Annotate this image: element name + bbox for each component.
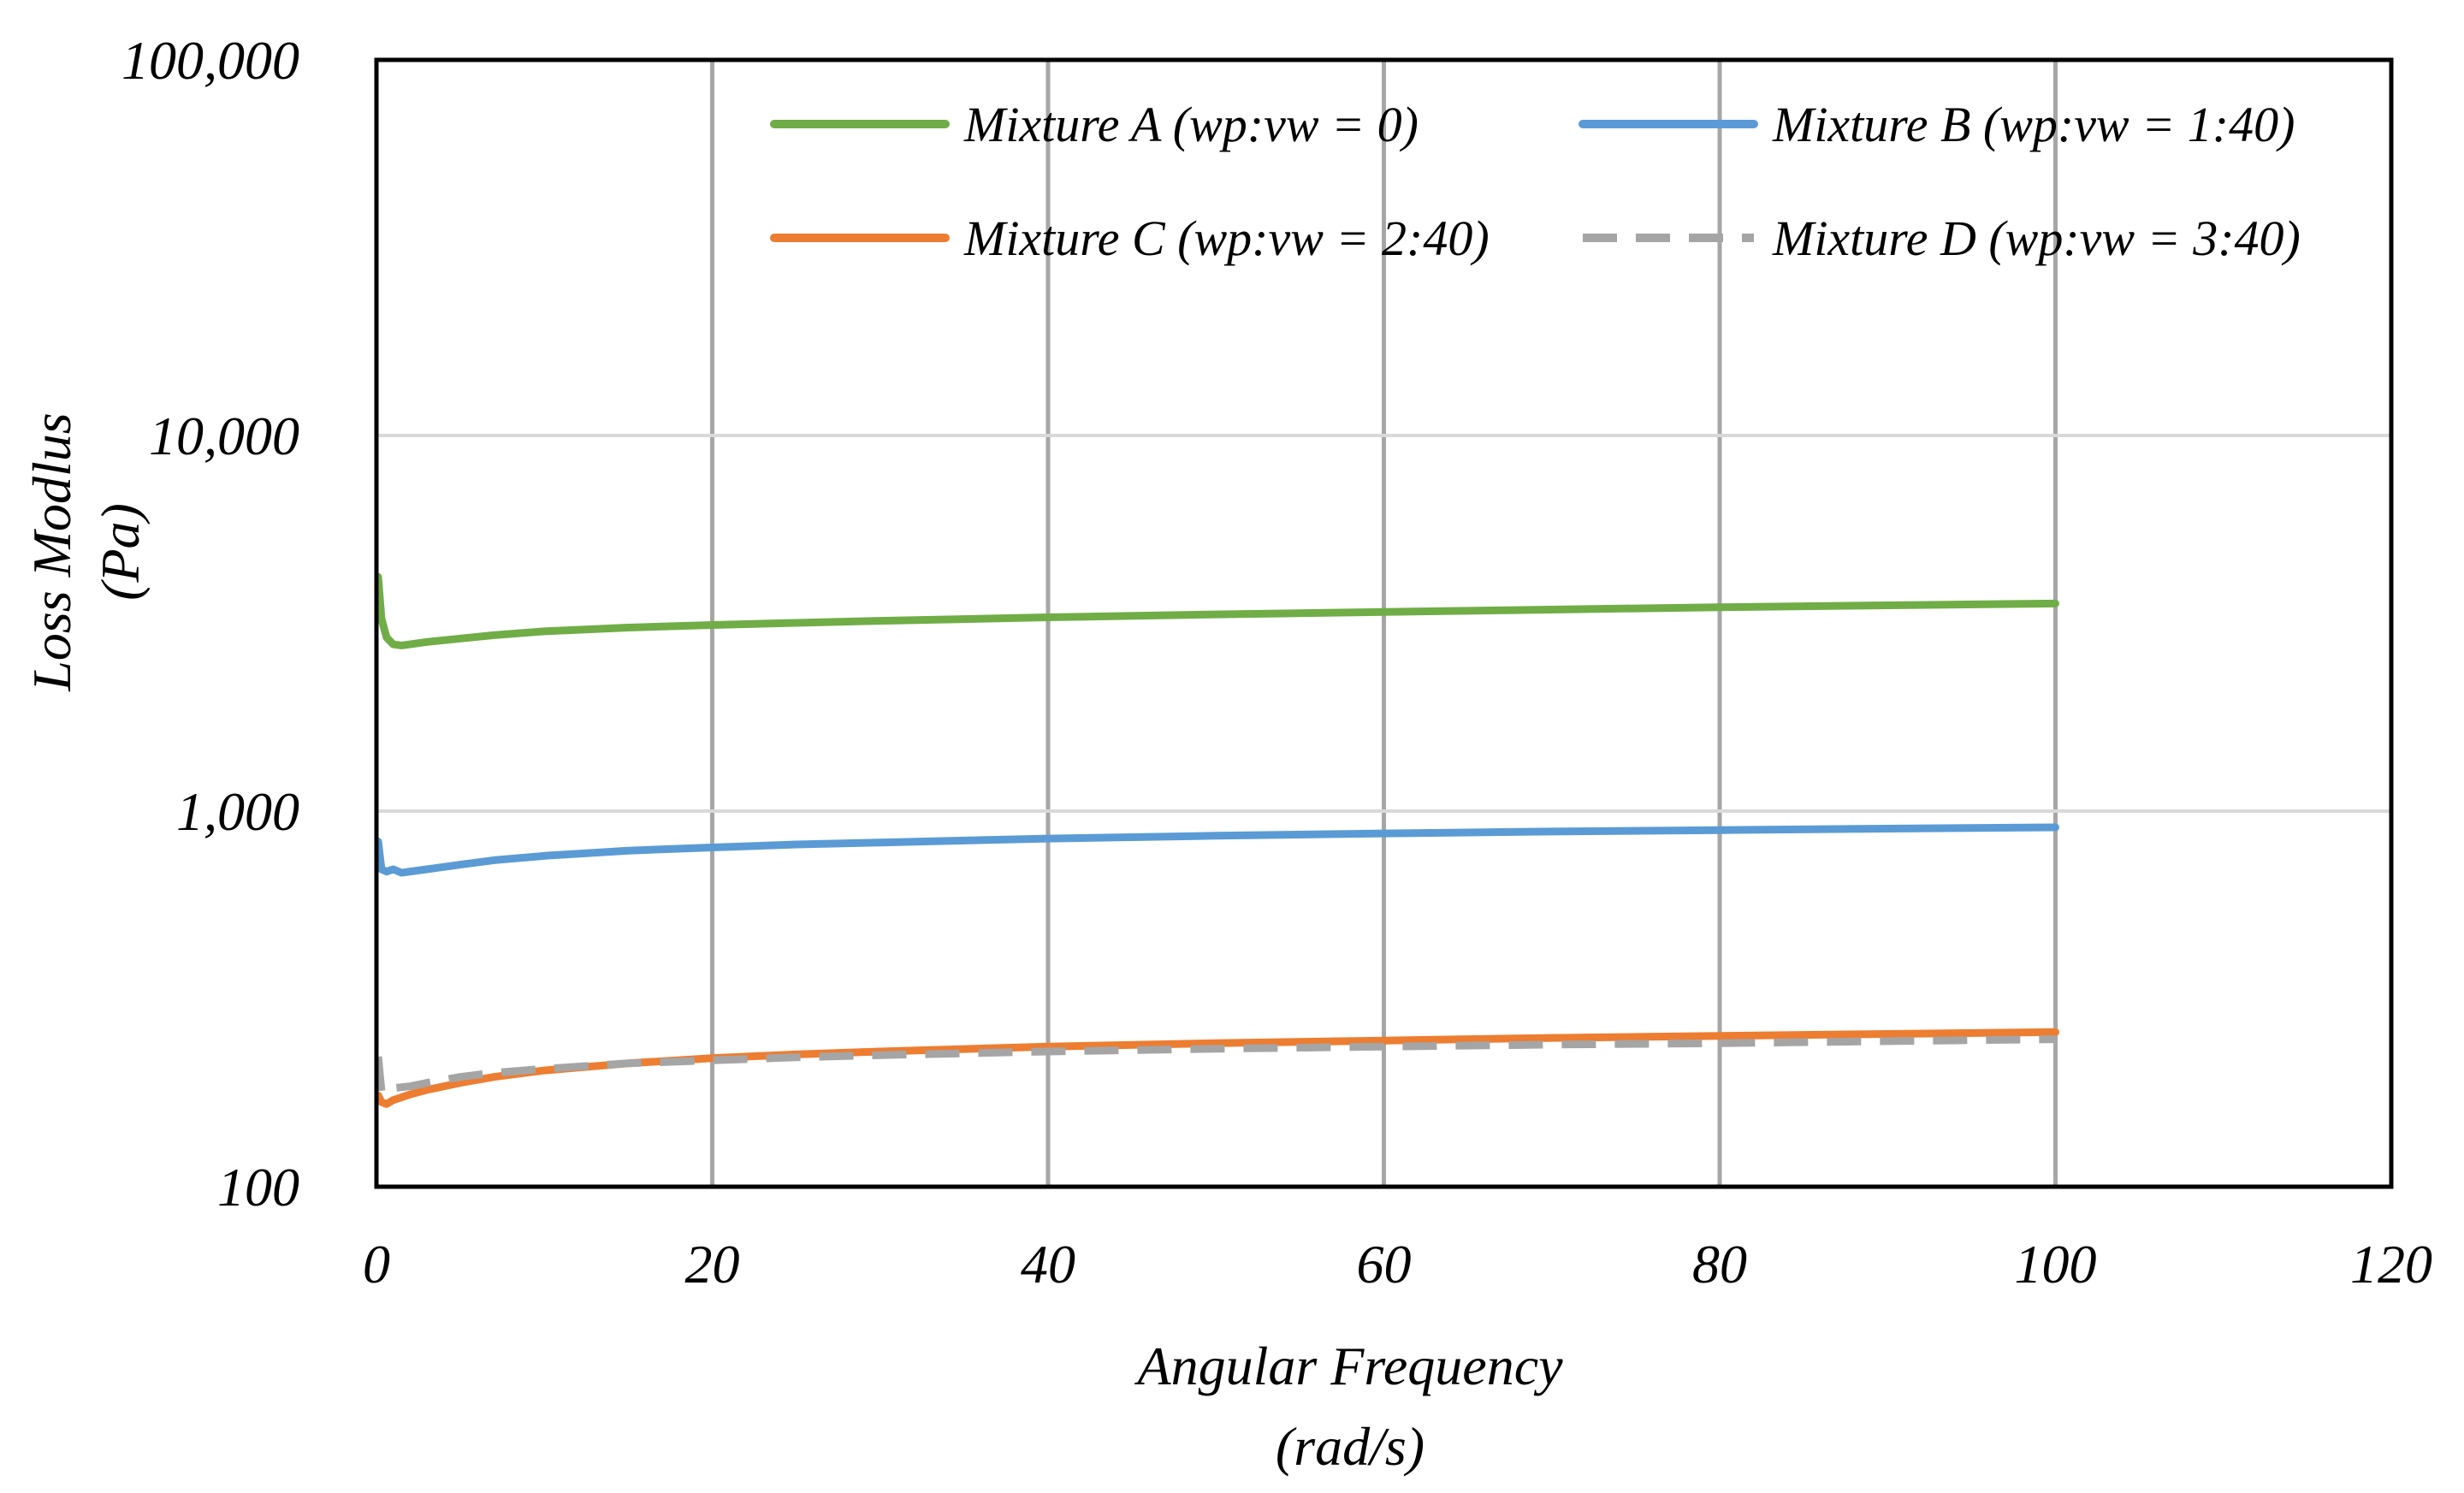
legend-item-3: Mixture C (wp:vw = 2:40) — [770, 210, 1490, 266]
legend-label: Mixture B (wp:vw = 1:40) — [1772, 97, 2295, 152]
y-tick-label: 100,000 — [121, 30, 299, 91]
x-tick-label: 0 — [363, 1234, 390, 1295]
y-tick-label: 10,000 — [149, 406, 299, 466]
y-tick-labels: 100 1,000 10,000 100,000 — [121, 30, 299, 1218]
x-tick-label: 60 — [1357, 1234, 1412, 1295]
x-tick-label: 40 — [1021, 1234, 1075, 1295]
y-axis-title-line1: Loss Modlus — [21, 412, 82, 691]
series-line-1 — [374, 572, 2059, 649]
legend-label: Mixture A (wp:vw = 0) — [963, 97, 1419, 152]
x-tick-label: 20 — [685, 1234, 740, 1295]
y-axis-title: Loss Modlus (Pa) — [21, 412, 151, 691]
series-line-4 — [374, 1035, 2056, 1099]
y-tick-label: 100 — [217, 1157, 299, 1218]
x-tick-labels: 0 20 40 60 80 100 120 — [363, 1234, 2432, 1295]
x-axis-title-line2: (rad/s) — [1276, 1416, 1424, 1477]
legend-item-2: Mixture B (wp:vw = 1:40) — [1578, 97, 2295, 152]
legend-label: Mixture D (wp:vw = 3:40) — [1772, 210, 2301, 266]
plot-series — [374, 572, 2059, 1108]
legend-label: Mixture C (wp:vw = 2:40) — [963, 210, 1490, 266]
x-tick-label: 120 — [2350, 1234, 2432, 1295]
legend: Mixture A (wp:vw = 0) Mixture B (wp:vw = … — [770, 97, 2301, 266]
x-tick-label: 80 — [1692, 1234, 1747, 1295]
y-tick-label: 1,000 — [176, 781, 299, 842]
x-axis-title-line1: Angular Frequency — [1134, 1336, 1563, 1396]
y-axis-title-line2: (Pa) — [90, 503, 151, 601]
legend-item-4: Mixture D (wp:vw = 3:40) — [1583, 210, 2301, 266]
gridlines — [376, 60, 2391, 1187]
legend-item-1: Mixture A (wp:vw = 0) — [770, 97, 1419, 152]
x-axis-title: Angular Frequency (rad/s) — [1134, 1336, 1563, 1477]
plot-frame — [374, 57, 2394, 1189]
series-line-2 — [374, 823, 2059, 877]
x-tick-label: 100 — [2015, 1234, 2097, 1295]
